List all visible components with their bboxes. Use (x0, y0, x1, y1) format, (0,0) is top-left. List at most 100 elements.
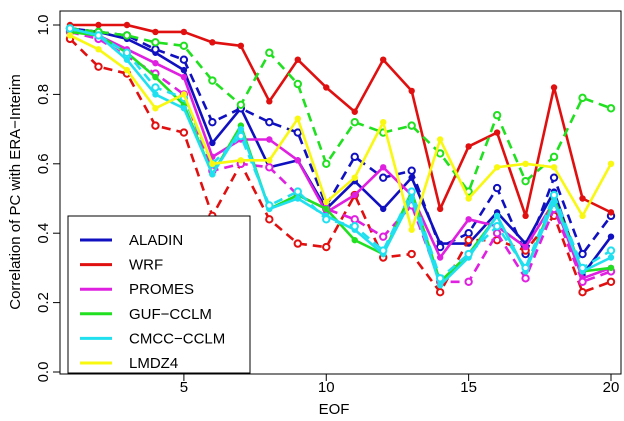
x-tick-label: 5 (180, 379, 188, 396)
data-point (351, 236, 358, 244)
data-point (578, 287, 587, 297)
data-point (380, 205, 387, 213)
data-point (323, 198, 330, 206)
data-point (465, 195, 472, 202)
data-point (208, 117, 217, 127)
data-point (435, 274, 445, 283)
data-point (265, 215, 274, 224)
data-point (435, 287, 445, 297)
axis-layer: 5 10 15 20 0.0 0.2 0.4 0.6 0.8 1.0 (35, 15, 619, 396)
data-point (407, 249, 416, 259)
data-point (549, 152, 559, 162)
data-point (492, 183, 502, 193)
data-point (323, 205, 330, 213)
data-point (465, 216, 472, 223)
data-point (123, 66, 131, 74)
data-point (293, 79, 302, 89)
data-point (180, 91, 188, 98)
data-point (265, 117, 274, 127)
data-point (521, 263, 530, 273)
data-point (294, 115, 301, 122)
data-point (493, 212, 501, 220)
data-point (94, 62, 103, 71)
legend-label: WRF (129, 257, 163, 274)
data-point (351, 174, 358, 181)
data-point (95, 46, 102, 53)
data-point (579, 195, 586, 202)
series-line (69, 34, 613, 232)
data-point (123, 21, 131, 29)
data-point (293, 187, 302, 196)
data-point (266, 136, 273, 143)
data-point (294, 56, 301, 63)
data-point (464, 235, 473, 245)
legend: ALADIN WRF PROMES GUF−CCLM CMCC−CCLM LMDZ4 (67, 215, 251, 374)
data-point (464, 249, 473, 259)
data-point (266, 157, 273, 164)
data-point (322, 159, 331, 169)
data-point (379, 173, 388, 182)
data-point (493, 164, 501, 171)
data-point (209, 39, 216, 46)
data-point (492, 222, 502, 231)
series-line (69, 27, 612, 280)
data-point (151, 83, 160, 92)
data-point (522, 160, 529, 167)
data-point (236, 100, 246, 110)
data-point (380, 56, 387, 63)
data-point (179, 41, 189, 51)
data-point (550, 164, 558, 171)
y-tick-label: 1.0 (35, 15, 52, 36)
data-point (380, 118, 387, 126)
data-point (209, 139, 216, 147)
data-point (151, 38, 160, 47)
data-point (380, 164, 387, 171)
series-layer (65, 21, 616, 297)
data-point (435, 242, 445, 252)
data-point (549, 190, 559, 200)
x-tick-label: 20 (603, 379, 620, 396)
data-point (549, 173, 559, 182)
data-point (180, 105, 188, 112)
series-line (69, 37, 612, 294)
data-point (237, 42, 245, 50)
data-point (436, 282, 444, 289)
y-tick-label: 0.8 (35, 84, 52, 105)
legend-label: GUF−CCLM (129, 306, 212, 323)
data-point (579, 212, 586, 220)
plot-frame (59, 10, 622, 375)
data-point (122, 31, 132, 40)
data-point (522, 243, 529, 251)
data-point (606, 246, 616, 255)
data-point (322, 242, 331, 252)
series-line (69, 27, 612, 280)
data-point (464, 277, 473, 286)
data-point (407, 121, 416, 130)
y-tick-label: 0.6 (35, 153, 52, 174)
data-point (578, 93, 587, 103)
data-point (265, 163, 274, 172)
data-point (351, 108, 358, 115)
data-point (521, 176, 530, 186)
data-point (522, 212, 529, 220)
x-tick-label: 15 (460, 379, 477, 396)
data-point (152, 59, 159, 67)
data-point (578, 277, 587, 286)
data-point (350, 215, 359, 224)
data-point (607, 233, 615, 240)
series-line (69, 27, 612, 193)
data-point (607, 254, 615, 261)
data-point (407, 187, 416, 196)
data-point (606, 104, 616, 113)
legend-label: PROMES (129, 281, 194, 298)
data-point (436, 205, 444, 213)
data-point (436, 254, 444, 261)
y-tick-label: 0.4 (35, 223, 52, 244)
y-tick-label: 0.0 (35, 362, 52, 383)
series-wrf-solid (66, 21, 615, 220)
data-point (606, 277, 616, 286)
data-point (350, 152, 359, 162)
legend-label: LMDZ4 (129, 355, 178, 372)
data-point (607, 209, 615, 216)
y-tick-label: 0.2 (35, 292, 52, 313)
